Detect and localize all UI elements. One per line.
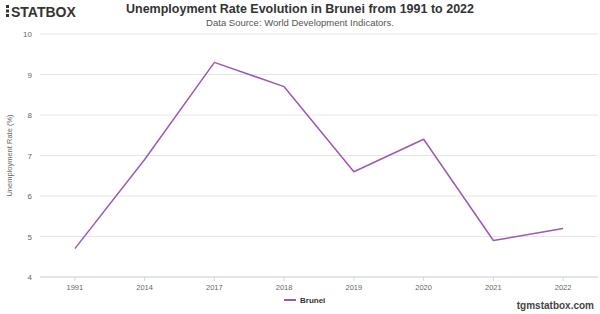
chart: STATBOX Unemployment Rate Evolution in Br… [0,0,600,314]
x-tick-label: 2014 [136,283,153,292]
legend: Brunei [284,296,325,305]
series-line [75,62,563,248]
y-tick-label: 7 [28,152,33,161]
grid-line [40,196,598,197]
logo-text: STATBOX [11,4,76,20]
x-tick-label: 2022 [555,283,572,292]
grid-line [40,277,598,278]
x-tick-label: 2021 [485,283,502,292]
x-tick [144,277,145,281]
grid-line [40,34,598,35]
subtitle: Data Source: World Development Indicator… [206,17,394,28]
x-tick [214,277,215,281]
x-axis [40,277,598,278]
x-tick-label: 1991 [67,283,84,292]
x-tick [493,277,494,281]
x-tick [284,277,285,281]
y-tick-label: 4 [28,273,33,282]
title: Unemployment Rate Evolution in Brunei fr… [126,2,474,16]
y-tick-label: 10 [23,30,32,39]
x-tick [563,277,564,281]
y-tick-label: 9 [28,71,33,80]
legend-swatch [284,299,296,301]
x-tick [423,277,424,281]
logo: STATBOX [6,4,76,20]
grid-line [40,74,598,75]
x-tick-label: 2017 [206,283,223,292]
plot-area [75,62,563,248]
y-tick-label: 6 [28,192,33,201]
y-tick-label: 5 [28,233,33,242]
grid-line [40,155,598,156]
grid-line [40,115,598,116]
x-tick-label: 2019 [346,283,363,292]
logo-icon [6,14,9,17]
x-tick-label: 2018 [276,283,293,292]
y-tick-label: 8 [28,111,33,120]
x-tick-label: 2020 [415,283,432,292]
website: tgmstatbox.com [517,300,594,311]
x-tick [353,277,354,281]
x-tick [74,277,75,281]
y-axis-title: Unemployment Rate (%) [5,114,14,197]
logo-icon [6,10,9,13]
logo-icon [6,5,9,8]
legend-label[interactable]: Brunei [300,296,325,305]
